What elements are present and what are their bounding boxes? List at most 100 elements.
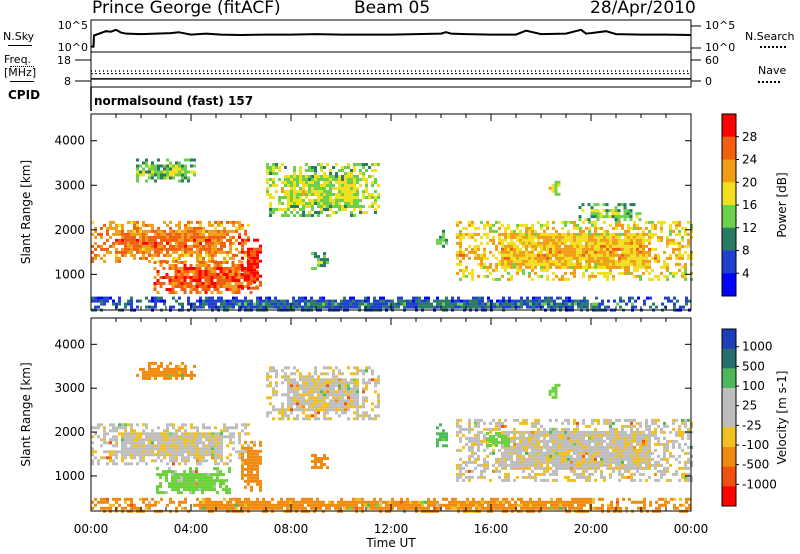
data-cell [308,417,311,420]
data-cell [489,224,492,227]
data-cell [290,205,293,208]
data-cell [492,230,495,233]
data-cell [549,434,552,437]
data-cell [281,381,284,384]
data-cell [568,303,571,306]
data-cell [208,303,211,306]
data-cell [208,297,211,300]
data-cell [347,175,350,178]
data-cell [305,417,308,420]
data-cell [592,306,595,309]
data-cell [178,282,181,285]
data-cell [314,396,317,399]
data-cell [534,473,537,476]
data-cell [308,178,311,181]
data-cell [687,257,690,260]
data-cell [311,387,314,390]
data-cell [609,215,612,218]
data-cell [406,303,409,306]
data-cell [643,303,646,306]
data-cell [296,381,299,384]
data-cell [562,306,565,309]
data-cell [645,269,648,272]
data-cell [235,297,238,300]
data-cell [669,239,672,242]
data-cell [302,181,305,184]
data-cell [347,402,350,405]
data-cell [459,458,462,461]
data-cell [226,456,229,459]
data-cell [293,417,296,420]
data-cell [567,419,570,422]
data-cell [489,479,492,482]
data-cell [235,279,238,282]
data-cell [457,306,460,309]
data-cell [183,479,186,482]
data-cell [471,476,474,479]
data-cell [615,245,618,248]
data-cell [172,306,175,309]
data-cell [516,443,519,446]
data-cell [365,381,368,384]
data-cell [287,214,290,217]
data-cell [278,196,281,199]
data-cell [199,456,202,459]
data-cell [535,300,538,303]
data-cell [268,303,271,306]
data-cell [241,251,244,254]
data-cell [133,453,136,456]
data-cell [163,177,166,180]
data-cell [636,212,639,215]
data-cell [609,239,612,242]
data-cell [160,300,163,303]
data-cell [320,408,323,411]
data-cell [151,242,154,245]
data-cell [374,169,377,172]
data-cell [266,166,269,169]
data-cell [180,491,183,494]
data-cell [241,239,244,242]
data-cell [633,275,636,278]
data-cell [163,438,166,441]
data-cell [474,248,477,251]
data-cell [344,205,347,208]
data-cell [600,272,603,275]
data-cell [172,368,175,371]
data-cell [272,366,275,369]
data-cell [323,454,326,457]
data-cell [546,434,549,437]
data-cell [636,248,639,251]
data-cell [124,426,127,429]
data-cell [504,248,507,251]
data-cell [353,196,356,199]
data-cell [323,411,326,414]
data-cell [436,239,439,242]
data-cell [459,473,462,476]
data-cell [268,300,271,303]
data-cell [169,276,172,279]
data-cell [160,251,163,254]
data-cell [166,447,169,450]
data-cell [181,230,184,233]
data-cell [682,306,685,309]
data-cell [201,476,204,479]
data-cell [151,438,154,441]
data-cell [208,233,211,236]
data-cell [320,466,323,469]
data-cell [193,165,196,168]
data-cell [621,257,624,260]
data-cell [335,187,338,190]
data-cell [208,438,211,441]
data-cell [619,300,622,303]
data-cell [519,452,522,455]
data-cell [220,270,223,273]
data-cell [365,178,368,181]
data-cell [284,408,287,411]
data-cell [627,257,630,260]
data-cell [305,181,308,184]
data-cell [555,479,558,482]
data-cell [645,233,648,236]
data-cell [163,174,166,177]
data-cell [136,174,139,177]
data-cell [142,174,145,177]
